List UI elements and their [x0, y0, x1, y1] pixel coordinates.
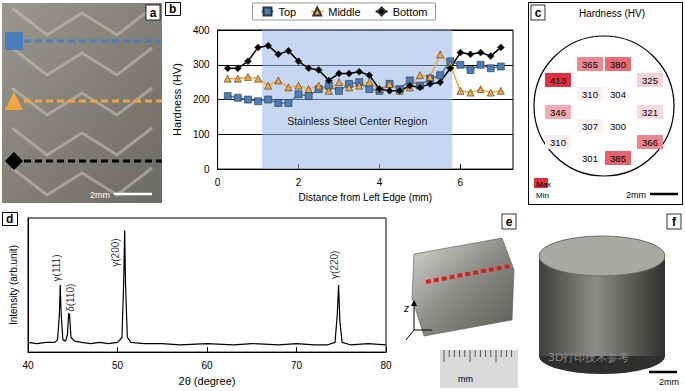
svg-text:2mm: 2mm — [626, 190, 646, 200]
svg-text:2: 2 — [296, 177, 302, 188]
svg-text:321: 321 — [642, 107, 658, 118]
svg-text:365: 365 — [582, 59, 598, 70]
svg-text:6: 6 — [458, 177, 464, 188]
svg-text:301: 301 — [582, 153, 598, 164]
svg-text:Hardness (HV): Hardness (HV) — [579, 8, 645, 19]
svg-text:346: 346 — [550, 107, 566, 118]
svg-text:100: 100 — [193, 129, 210, 140]
svg-text:Max: Max — [536, 180, 551, 189]
svg-text:f: f — [672, 215, 677, 229]
svg-text:Bottom: Bottom — [393, 6, 428, 18]
svg-text:γ(200): γ(200) — [110, 238, 121, 266]
svg-text:60: 60 — [201, 360, 213, 371]
svg-text:310: 310 — [582, 89, 598, 100]
svg-text:0: 0 — [204, 164, 210, 175]
svg-text:c: c — [535, 6, 542, 20]
svg-text:Top: Top — [279, 6, 297, 18]
svg-text:325: 325 — [642, 75, 658, 86]
svg-text:307: 307 — [582, 121, 598, 132]
svg-text:300: 300 — [610, 121, 626, 132]
svg-text:z: z — [403, 303, 409, 314]
svg-text:d: d — [6, 212, 13, 226]
svg-text:413: 413 — [550, 75, 566, 86]
svg-text:Min: Min — [536, 191, 549, 200]
svg-text:40: 40 — [22, 360, 34, 371]
svg-text:Hardness (HV): Hardness (HV) — [171, 63, 183, 136]
svg-text:γ(111): γ(111) — [51, 255, 62, 282]
svg-text:2θ (degree): 2θ (degree) — [179, 375, 236, 387]
svg-text:δ(110): δ(110) — [65, 284, 76, 312]
svg-text:b: b — [169, 2, 176, 16]
svg-text:400: 400 — [193, 25, 210, 36]
svg-text:Intensity (arb.unit): Intensity (arb.unit) — [8, 245, 19, 325]
svg-text:304: 304 — [610, 89, 626, 100]
svg-text:Stainless Steel Center Region: Stainless Steel Center Region — [287, 115, 427, 127]
svg-text:380: 380 — [610, 59, 626, 70]
html-text:3D打印技术参考: 3D打印技术参考 — [548, 351, 630, 364]
svg-text:385: 385 — [610, 153, 626, 164]
svg-text:366: 366 — [642, 137, 658, 148]
svg-text:mm: mm — [458, 374, 473, 384]
svg-text:50: 50 — [112, 360, 124, 371]
svg-text:γ(220): γ(220) — [329, 251, 340, 279]
svg-text:2mm: 2mm — [659, 377, 679, 387]
svg-text:2mm: 2mm — [90, 190, 110, 200]
svg-text:Middle: Middle — [328, 6, 360, 18]
svg-text:200: 200 — [193, 94, 210, 105]
svg-text:80: 80 — [380, 360, 392, 371]
svg-text:300: 300 — [193, 59, 210, 70]
svg-text:a: a — [150, 6, 157, 20]
svg-text:0: 0 — [215, 177, 221, 188]
svg-text:310: 310 — [550, 137, 566, 148]
svg-text:4: 4 — [377, 177, 383, 188]
svg-text:Distance from Left Edge (mm): Distance from Left Edge (mm) — [299, 192, 432, 203]
svg-text:70: 70 — [291, 360, 303, 371]
svg-text:e: e — [506, 215, 513, 229]
